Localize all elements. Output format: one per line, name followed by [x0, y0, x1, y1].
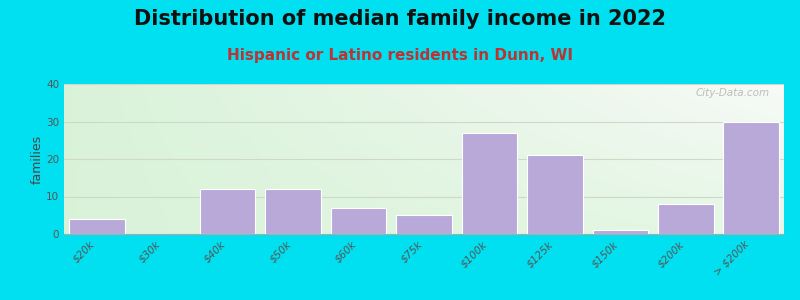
Text: City-Data.com: City-Data.com: [695, 88, 770, 98]
Bar: [69, 219, 125, 234]
Text: Distribution of median family income in 2022: Distribution of median family income in …: [134, 9, 666, 29]
Bar: [658, 204, 714, 234]
Bar: [396, 215, 452, 234]
Bar: [593, 230, 648, 234]
Bar: [462, 133, 518, 234]
Bar: [527, 155, 582, 234]
Bar: [723, 122, 779, 234]
Bar: [266, 189, 321, 234]
Text: Hispanic or Latino residents in Dunn, WI: Hispanic or Latino residents in Dunn, WI: [227, 48, 573, 63]
Bar: [200, 189, 255, 234]
Y-axis label: families: families: [30, 134, 43, 184]
Bar: [330, 208, 386, 234]
